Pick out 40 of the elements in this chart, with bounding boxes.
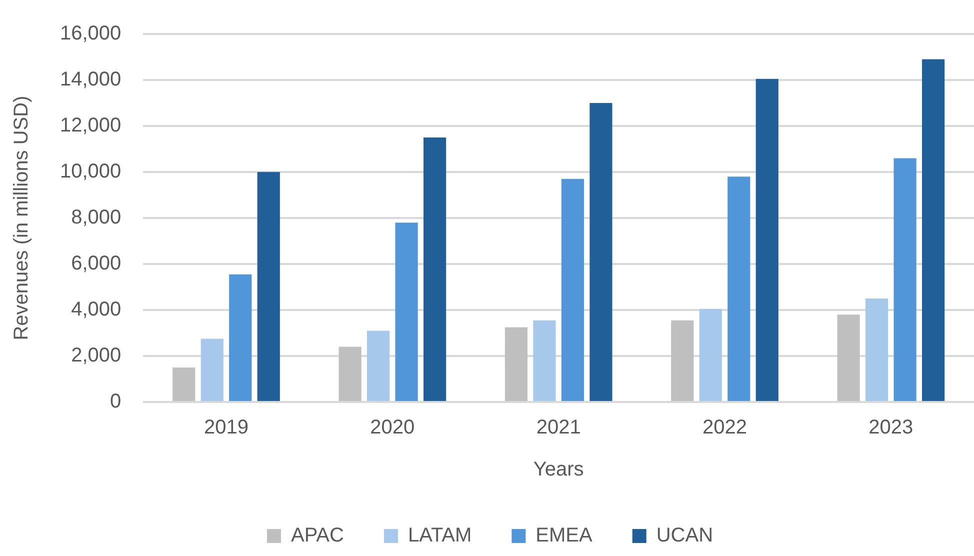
bar xyxy=(671,320,694,401)
x-tick-label: 2023 xyxy=(868,416,914,439)
y-tick-label: 2,000 xyxy=(71,344,122,367)
bar xyxy=(865,298,888,401)
bar xyxy=(229,274,252,401)
x-tick-label: 2022 xyxy=(702,416,747,439)
bar xyxy=(561,178,584,401)
y-tick-label: 16,000 xyxy=(60,22,122,45)
bar xyxy=(504,327,528,401)
y-tick-label: 6,000 xyxy=(71,252,122,275)
bar xyxy=(366,330,390,401)
bar xyxy=(837,314,860,401)
legend-label: UCAN xyxy=(656,524,714,547)
y-tick-label: 12,000 xyxy=(60,114,122,137)
bar xyxy=(922,59,945,401)
y-tick-label: 8,000 xyxy=(71,206,122,229)
bar xyxy=(257,172,280,401)
bar xyxy=(395,222,418,401)
bar xyxy=(756,78,778,401)
y-axis-title: Revenues (in millions USD) xyxy=(10,96,33,340)
bar xyxy=(533,320,556,401)
bar xyxy=(423,138,446,401)
y-tick-label: 14,000 xyxy=(60,68,122,91)
legend-label: EMEA xyxy=(536,524,594,547)
x-tick-label: 2020 xyxy=(370,416,415,439)
x-tick-label: 2021 xyxy=(536,416,581,439)
x-tick-label: 2019 xyxy=(204,416,249,439)
bar xyxy=(699,308,722,401)
legend-label: LATAM xyxy=(408,524,472,547)
y-tick-label: 0 xyxy=(110,390,122,413)
bar xyxy=(894,158,916,401)
y-tick-label: 4,000 xyxy=(71,298,122,321)
y-tick-label: 10,000 xyxy=(60,160,122,183)
bar xyxy=(200,338,224,401)
bar xyxy=(172,368,196,401)
bar xyxy=(590,103,612,401)
bar xyxy=(728,176,750,401)
legend-label: APAC xyxy=(290,524,344,547)
x-axis-title: Years xyxy=(533,458,584,481)
bar xyxy=(338,346,362,401)
